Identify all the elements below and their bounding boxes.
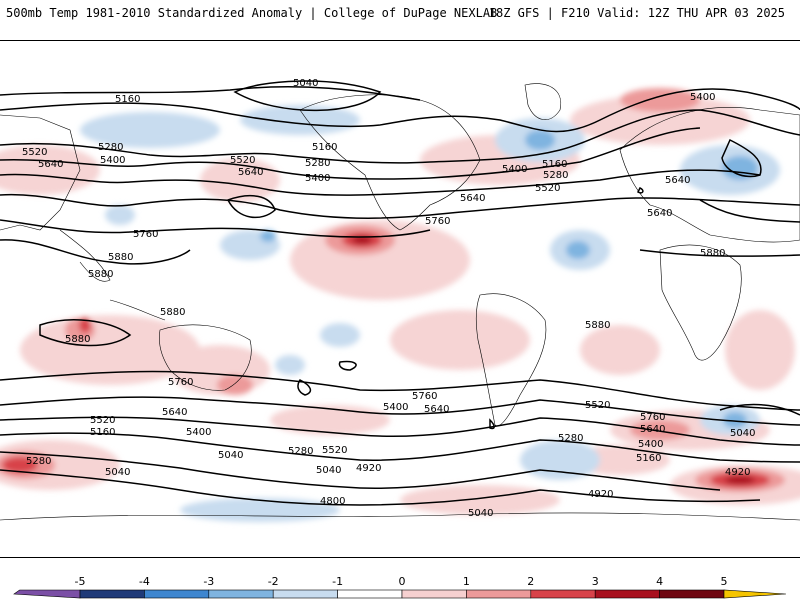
contour-label: 5880 bbox=[88, 269, 113, 280]
colorbar-tick-label: 4 bbox=[656, 575, 663, 588]
colorbar-tick-label: -2 bbox=[268, 575, 279, 588]
contour-label: 4920 bbox=[725, 467, 750, 478]
contour-label: 5520 bbox=[230, 155, 255, 166]
contour-label: 5520 bbox=[90, 415, 115, 426]
contour-label: 5640 bbox=[38, 159, 63, 170]
contour-label: 5760 bbox=[640, 412, 665, 423]
colorbar-tick-label: -4 bbox=[139, 575, 150, 588]
colorbar-block bbox=[594, 589, 660, 599]
colorbar-blocks bbox=[13, 589, 787, 599]
contour-label: 5280 bbox=[98, 142, 123, 153]
contour-label: 5280 bbox=[305, 158, 330, 169]
contour-label: 5640 bbox=[665, 175, 690, 186]
contour-label: 5160 bbox=[312, 142, 337, 153]
contour-label: 5640 bbox=[162, 407, 187, 418]
contour-label: 5280 bbox=[543, 170, 568, 181]
contour-label: 5760 bbox=[412, 391, 437, 402]
contour-label: 5040 bbox=[468, 508, 493, 519]
contour-labels: 5040 5160 5520 5280 5640 5400 5520 5280 … bbox=[22, 78, 755, 519]
contour-label: 5160 bbox=[90, 427, 115, 438]
contour-label: 5400 bbox=[305, 173, 330, 184]
contour-label: 5280 bbox=[288, 446, 313, 457]
colorbar-min-arrow bbox=[13, 589, 81, 599]
contour-label: 5880 bbox=[108, 252, 133, 263]
height-contours bbox=[0, 80, 800, 506]
contour-label: 4920 bbox=[356, 463, 381, 474]
colorbar-max-arrow bbox=[723, 589, 787, 599]
contour-label: 5760 bbox=[133, 229, 158, 240]
contour-label: 5400 bbox=[383, 402, 408, 413]
contour-label: 5520 bbox=[535, 183, 560, 194]
contour-label: 5400 bbox=[186, 427, 211, 438]
anomaly-shading bbox=[0, 88, 800, 522]
coastlines bbox=[0, 83, 800, 521]
contour-label: 5640 bbox=[640, 424, 665, 435]
contour-label: 5520 bbox=[322, 445, 347, 456]
colorbar-block bbox=[79, 589, 145, 599]
contour-label: 4920 bbox=[588, 489, 613, 500]
contour-label: 5040 bbox=[105, 467, 130, 478]
colorbar-block bbox=[401, 589, 467, 599]
contour-label: 5400 bbox=[502, 164, 527, 175]
contour-label: 5400 bbox=[638, 439, 663, 450]
colorbar-tick-label: 1 bbox=[463, 575, 470, 588]
colorbar-tick-labels: -5 -4 -3 -2 -1 0 1 2 3 4 5 bbox=[75, 575, 728, 588]
contour-label: 5400 bbox=[690, 92, 715, 103]
contour-label: 5880 bbox=[65, 334, 90, 345]
colorbar-tick-label: 2 bbox=[527, 575, 534, 588]
contour-label: 5640 bbox=[460, 193, 485, 204]
map-title: 500mb Temp 1981-2010 Standardized Anomal… bbox=[6, 6, 498, 20]
colorbar-block bbox=[208, 589, 274, 599]
contour-label: 5520 bbox=[585, 400, 610, 411]
contour-label: 5640 bbox=[647, 208, 672, 219]
contour-label: 5400 bbox=[100, 155, 125, 166]
contour-label: 5760 bbox=[168, 377, 193, 388]
contour-label: 5880 bbox=[700, 248, 725, 259]
contour-label: 5880 bbox=[160, 307, 185, 318]
colorbar-block bbox=[659, 589, 725, 599]
contour-label: 4800 bbox=[320, 496, 345, 507]
colorbar-block bbox=[530, 589, 596, 599]
colorbar-tick-label: -1 bbox=[332, 575, 343, 588]
contour-label: 5040 bbox=[316, 465, 341, 476]
colorbar-block bbox=[272, 589, 338, 599]
colorbar-tick-label: 0 bbox=[399, 575, 406, 588]
contour-label: 5880 bbox=[585, 320, 610, 331]
contour-label: 5760 bbox=[425, 216, 450, 227]
contour-label: 5520 bbox=[22, 147, 47, 158]
colorbar-block bbox=[144, 589, 210, 599]
colorbar-tick-label: -3 bbox=[203, 575, 214, 588]
contour-label: 5040 bbox=[730, 428, 755, 439]
map-frame bbox=[0, 40, 800, 558]
contour-label: 5160 bbox=[115, 94, 140, 105]
model-run-info: 18Z GFS | F210 Valid: 12Z THU APR 03 202… bbox=[488, 6, 785, 20]
contour-label: 5640 bbox=[238, 167, 263, 178]
colorbar-tick-label: -5 bbox=[75, 575, 86, 588]
colorbar-block bbox=[337, 589, 403, 599]
color-scale-legend: -5 -4 -3 -2 -1 0 1 2 3 4 5 bbox=[13, 575, 787, 599]
contour-label: 5160 bbox=[636, 453, 661, 464]
colorbar-tick-label: 3 bbox=[592, 575, 599, 588]
contour-label: 5040 bbox=[293, 78, 318, 89]
contour-label: 5280 bbox=[26, 456, 51, 467]
contour-label: 5640 bbox=[424, 404, 449, 415]
contour-label: 5280 bbox=[558, 433, 583, 444]
contour-label: 5040 bbox=[218, 450, 243, 461]
colorbar-block bbox=[466, 589, 532, 599]
colorbar-tick-label: 5 bbox=[721, 575, 728, 588]
anomaly-map: 5040 5160 5520 5280 5640 5400 5520 5280 … bbox=[0, 78, 800, 522]
contour-label: 5160 bbox=[542, 159, 567, 170]
